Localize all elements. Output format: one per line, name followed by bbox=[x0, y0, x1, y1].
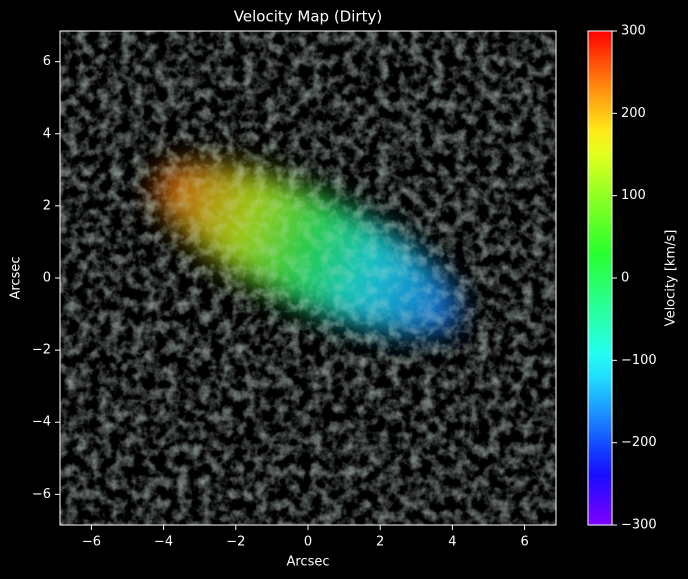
chart-title: Velocity Map (Dirty) bbox=[234, 8, 382, 26]
x-tick-label: 2 bbox=[376, 535, 384, 550]
y-tick-label: 0 bbox=[43, 271, 51, 286]
image-noise-overlay bbox=[60, 31, 556, 525]
colorbar-tick-label: −200 bbox=[621, 435, 657, 450]
colorbar-tick-label: −100 bbox=[621, 353, 657, 368]
y-axis-label: Arcsec bbox=[9, 256, 24, 299]
colorbar-tick-label: 0 bbox=[621, 271, 629, 286]
y-tick-label: 2 bbox=[43, 198, 51, 213]
x-tick-label: 4 bbox=[448, 535, 456, 550]
x-tick-label: −6 bbox=[82, 535, 101, 550]
y-tick-label: −4 bbox=[32, 415, 51, 430]
x-tick-label: −2 bbox=[226, 535, 245, 550]
y-tick-label: −2 bbox=[32, 343, 51, 358]
image-area bbox=[60, 31, 556, 525]
y-tick-label: 4 bbox=[43, 126, 51, 141]
colorbar-label: Velocity [km/s] bbox=[664, 230, 679, 327]
colorbar-tick-label: 200 bbox=[621, 106, 646, 121]
x-tick-label: 0 bbox=[304, 535, 312, 550]
x-tick-label: −4 bbox=[154, 535, 173, 550]
x-tick-label: 6 bbox=[520, 535, 528, 550]
x-axis-label: Arcsec bbox=[286, 555, 329, 570]
y-tick-label: −6 bbox=[32, 487, 51, 502]
colorbar-tick-label: 100 bbox=[621, 188, 646, 203]
colorbar-tick-label: 300 bbox=[621, 24, 646, 39]
y-tick-label: 6 bbox=[43, 54, 51, 69]
colorbar-tick-label: −300 bbox=[621, 518, 657, 533]
colorbar bbox=[587, 30, 613, 526]
